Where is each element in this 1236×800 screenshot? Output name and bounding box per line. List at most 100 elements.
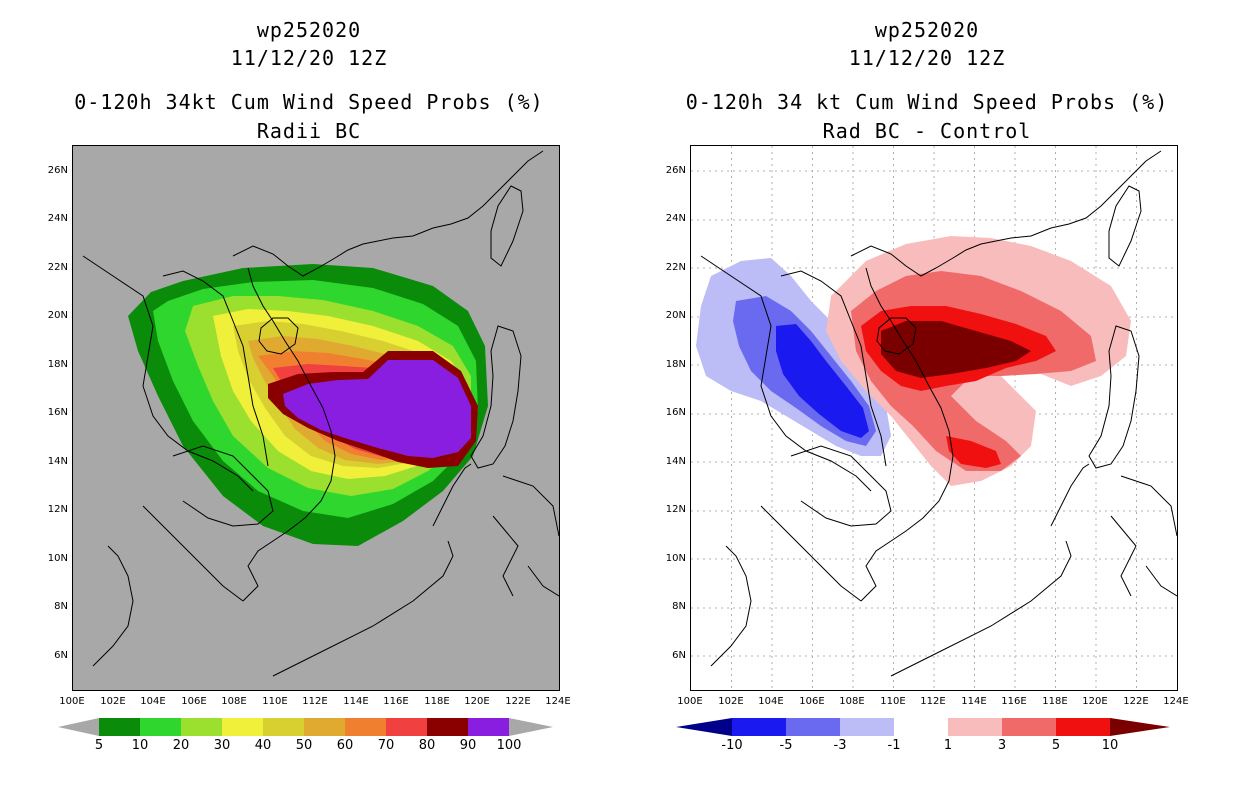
legend-end-low bbox=[676, 718, 732, 736]
left-map bbox=[72, 145, 560, 691]
left-lon-tick: 112E bbox=[302, 696, 328, 707]
left-legend-label: 30 bbox=[213, 738, 231, 753]
coast-china-south bbox=[850, 150, 1162, 277]
right-lon-tick: 102E bbox=[718, 696, 744, 707]
legend-swatch-5-10 bbox=[99, 718, 140, 736]
coast-china-south bbox=[232, 150, 544, 277]
left-lon-tick: 104E bbox=[140, 696, 166, 707]
laos-border bbox=[780, 270, 887, 467]
right-lon-tick: 112E bbox=[920, 696, 946, 707]
right-lat-tick: 8N bbox=[672, 601, 686, 612]
left-legend-label: 90 bbox=[459, 738, 477, 753]
right-lat-tick: 12N bbox=[665, 504, 686, 515]
diff-band-pos10 bbox=[881, 321, 1031, 378]
legend-swatch-neg10-neg5 bbox=[732, 718, 786, 736]
left-lon-tick: 102E bbox=[100, 696, 126, 707]
taiwan-island bbox=[1108, 185, 1142, 267]
borneo-coast bbox=[272, 540, 454, 677]
legend-swatch-neg5-neg3 bbox=[786, 718, 840, 736]
coast-gulf-thailand bbox=[760, 505, 862, 602]
right-map bbox=[690, 145, 1178, 691]
hainan-island bbox=[258, 317, 299, 355]
left-lat-tick: 10N bbox=[47, 553, 68, 564]
right-lon-tick: 108E bbox=[839, 696, 865, 707]
right-lon-tick: 110E bbox=[880, 696, 906, 707]
left-legend-bar bbox=[58, 718, 553, 736]
laos-border bbox=[162, 270, 269, 467]
left-title-id: wp252020 bbox=[256, 18, 362, 42]
legend-end-low bbox=[58, 718, 99, 736]
coastlines bbox=[82, 150, 559, 677]
malay-peninsula bbox=[92, 545, 134, 667]
legend-swatch-80-90 bbox=[427, 718, 468, 736]
left-title-main: 0-120h 34kt Cum Wind Speed Probs (%) bbox=[74, 90, 544, 114]
right-legend: -10 -5 -3 -1 1 3 5 10 bbox=[676, 718, 1176, 758]
philippines-south bbox=[492, 475, 559, 597]
right-lat-tick: 16N bbox=[665, 407, 686, 418]
right-legend-label: 5 bbox=[1051, 738, 1061, 753]
legend-end-high bbox=[509, 718, 553, 736]
right-lon-tick: 106E bbox=[799, 696, 825, 707]
taiwan-island bbox=[490, 185, 524, 267]
left-lat-tick: 6N bbox=[54, 650, 68, 661]
right-lon-tick: 120E bbox=[1082, 696, 1108, 707]
right-lon-tick: 124E bbox=[1163, 696, 1189, 707]
legend-swatch-neg1-1 bbox=[894, 718, 948, 736]
right-subtitle: Rad BC - Control bbox=[822, 119, 1032, 143]
left-lon-tick: 100E bbox=[59, 696, 85, 707]
palawan bbox=[432, 463, 472, 527]
left-lon-tick: 120E bbox=[464, 696, 490, 707]
right-legend-label: -10 bbox=[721, 738, 743, 753]
prob-band-100 bbox=[283, 360, 471, 458]
left-title-date: 11/12/20 12Z bbox=[230, 46, 388, 70]
left-lat-tick: 8N bbox=[54, 601, 68, 612]
right-legend-label: 3 bbox=[997, 738, 1007, 753]
legend-swatch-neg3-neg1 bbox=[840, 718, 894, 736]
right-lat-tick: 26N bbox=[665, 165, 686, 176]
borneo-coast bbox=[890, 540, 1072, 677]
right-panel: wp252020 11/12/20 12Z 0-120h 34 kt Cum W… bbox=[618, 0, 1236, 800]
right-lat-tick: 22N bbox=[665, 262, 686, 273]
right-lon-tick: 100E bbox=[677, 696, 703, 707]
left-legend-label: 20 bbox=[172, 738, 190, 753]
right-lon-tick: 122E bbox=[1123, 696, 1149, 707]
legend-swatch-5-10 bbox=[1056, 718, 1110, 736]
left-legend-label: 70 bbox=[377, 738, 395, 753]
right-legend-label: -3 bbox=[833, 738, 847, 753]
left-legend-label: 5 bbox=[94, 738, 104, 753]
right-lon-tick: 116E bbox=[1001, 696, 1027, 707]
diff-band-neg5 bbox=[776, 324, 869, 438]
right-title-date: 11/12/20 12Z bbox=[848, 46, 1006, 70]
left-legend: 5 10 20 30 40 50 60 70 80 90 100 bbox=[58, 718, 558, 758]
coast-vietnam bbox=[242, 267, 336, 602]
luzon-island bbox=[470, 325, 522, 469]
legend-swatch-60-70 bbox=[345, 718, 386, 736]
left-lat-tick: 26N bbox=[47, 165, 68, 176]
positive-differences bbox=[826, 236, 1131, 486]
right-lon-tick: 118E bbox=[1042, 696, 1068, 707]
right-lat-tick: 14N bbox=[665, 456, 686, 467]
right-lat-tick: 18N bbox=[665, 359, 686, 370]
legend-swatch-50-60 bbox=[304, 718, 345, 736]
coastlines bbox=[700, 150, 1177, 677]
left-lon-tick: 106E bbox=[181, 696, 207, 707]
right-legend-label: -5 bbox=[779, 738, 793, 753]
left-lat-tick: 16N bbox=[47, 407, 68, 418]
right-lat-tick: 24N bbox=[665, 213, 686, 224]
right-map-canvas bbox=[691, 146, 1177, 690]
left-legend-label: 60 bbox=[336, 738, 354, 753]
legend-swatch-30-40 bbox=[222, 718, 263, 736]
left-lon-tick: 114E bbox=[343, 696, 369, 707]
left-lat-tick: 14N bbox=[47, 456, 68, 467]
hainan-island bbox=[876, 317, 917, 355]
right-lon-tick: 114E bbox=[961, 696, 987, 707]
left-map-canvas bbox=[82, 150, 559, 677]
cambodia-border bbox=[172, 445, 274, 527]
right-lat-tick: 6N bbox=[672, 650, 686, 661]
legend-swatch-10-20 bbox=[140, 718, 181, 736]
left-subtitle: Radii BC bbox=[256, 119, 362, 143]
left-lon-tick: 124E bbox=[545, 696, 571, 707]
right-legend-bar bbox=[676, 718, 1170, 736]
right-title-id: wp252020 bbox=[874, 18, 980, 42]
left-lon-tick: 118E bbox=[424, 696, 450, 707]
